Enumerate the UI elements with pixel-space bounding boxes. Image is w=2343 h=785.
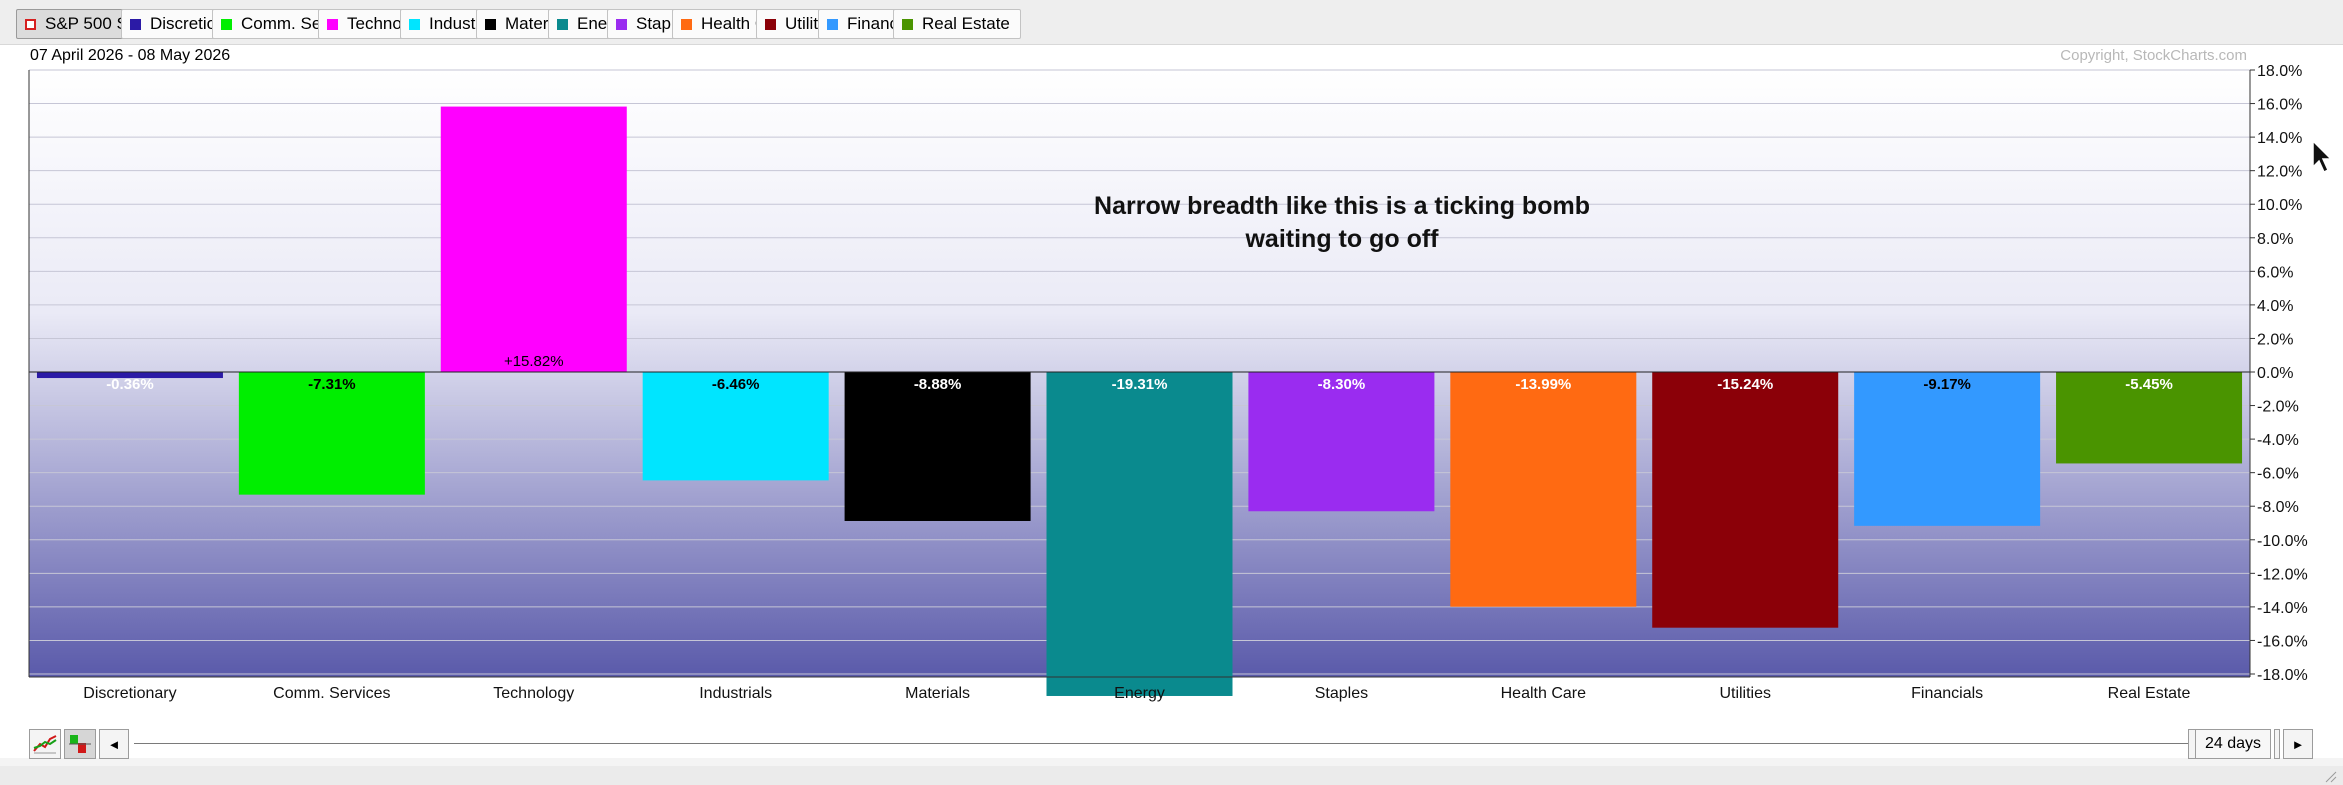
y-tick-label: 6.0% <box>2257 264 2293 281</box>
legend-swatch <box>409 18 420 30</box>
date-range-slider[interactable] <box>134 743 2192 744</box>
x-tick-label: Utilities <box>1719 685 1771 702</box>
y-tick-label: -12.0% <box>2257 566 2308 583</box>
bar-industrials[interactable] <box>642 372 829 481</box>
x-tick-label: Discretionary <box>83 685 176 702</box>
legend-swatch <box>557 18 568 30</box>
data-label: -0.36% <box>106 376 154 393</box>
x-tick-label: Financials <box>1911 685 1983 702</box>
y-tick-label: 0.0% <box>2257 365 2293 382</box>
y-tick-label: -10.0% <box>2257 533 2308 550</box>
bar-health-care[interactable] <box>1450 372 1637 607</box>
y-tick-label: 16.0% <box>2257 97 2302 114</box>
y-tick-label: 10.0% <box>2257 197 2302 214</box>
legend-swatch <box>902 18 913 30</box>
data-label: -19.31% <box>1112 376 1168 393</box>
status-strip <box>0 766 2343 785</box>
bar-real-estate[interactable] <box>2056 372 2243 464</box>
y-tick-label: 8.0% <box>2257 231 2293 248</box>
date-range: 07 April 2026 - 08 May 2026 <box>30 47 231 64</box>
legend-swatch <box>485 18 496 30</box>
data-label: -8.88% <box>914 376 962 393</box>
bar-comm-services[interactable] <box>238 372 425 495</box>
legend-swatch <box>327 18 338 30</box>
legend-swatch <box>827 18 838 30</box>
slider-right-handle[interactable] <box>2274 729 2280 759</box>
bar-discretionary[interactable] <box>36 372 223 379</box>
x-tick-label: Technology <box>493 685 574 702</box>
legend-swatch <box>130 18 141 30</box>
x-tick-label: Comm. Services <box>273 685 390 702</box>
x-tick-label: Materials <box>905 685 970 702</box>
bar-financials[interactable] <box>1854 372 2041 526</box>
chart-annotation: Narrow breadth like this is a ticking bo… <box>1094 192 1590 220</box>
chart-panel: 07 April 2026 - 08 May 2026 Copyright, S… <box>0 45 2343 758</box>
scroll-left-button[interactable]: ◄ <box>99 729 129 759</box>
legend-bar: S&P 500 SPDRs Discretionary Comm. Services… <box>0 0 2343 45</box>
y-tick-label: 2.0% <box>2257 331 2293 348</box>
legend-swatch <box>221 18 232 30</box>
legend-swatch <box>616 18 627 30</box>
chart-annotation: waiting to go off <box>1244 225 1439 253</box>
data-label: -5.45% <box>2125 376 2173 393</box>
data-label: -7.31% <box>308 376 356 393</box>
y-tick-label: 12.0% <box>2257 164 2302 181</box>
copyright-text: Copyright, StockCharts.com <box>2060 47 2247 64</box>
mouse-pointer-icon <box>2312 140 2333 174</box>
bar-energy[interactable] <box>1046 372 1233 696</box>
period-selector[interactable]: 24 days <box>2195 729 2271 759</box>
performance-bar-chart: 18.0% 16.0% 14.0% 12.0% 10.0% 8.0% 6.0% 4.0% 2.0… <box>28 63 2308 702</box>
data-label: +15.82% <box>504 353 564 370</box>
legend-swatch <box>681 18 692 30</box>
y-tick-label: -18.0% <box>2257 667 2308 684</box>
navigation-bar: ◄ 24 days ► <box>0 724 2343 764</box>
x-tick-label: Energy <box>1114 685 1165 702</box>
bar-staples[interactable] <box>1248 372 1435 512</box>
x-tick-label: Staples <box>1315 685 1368 702</box>
y-tick-label: -6.0% <box>2257 466 2299 483</box>
x-tick-label: Industrials <box>699 685 772 702</box>
y-tick-label: -16.0% <box>2257 633 2308 650</box>
data-label: -13.99% <box>1515 376 1571 393</box>
y-tick-label: -2.0% <box>2257 399 2299 416</box>
data-label: -6.46% <box>712 376 760 393</box>
data-label: -8.30% <box>1318 376 1366 393</box>
legend-swatch <box>25 18 36 30</box>
x-tick-label: Real Estate <box>2108 685 2191 702</box>
y-tick-label: 4.0% <box>2257 298 2293 315</box>
legend-swatch <box>765 18 776 30</box>
scroll-right-button[interactable]: ► <box>2283 729 2313 759</box>
line-chart-icon[interactable] <box>29 729 61 759</box>
bar-technology[interactable] <box>440 106 627 372</box>
y-tick-label: -8.0% <box>2257 499 2299 516</box>
resize-grip-icon[interactable] <box>2323 769 2337 783</box>
y-tick-label: 14.0% <box>2257 130 2302 147</box>
y-tick-label: -4.0% <box>2257 432 2299 449</box>
bar-utilities[interactable] <box>1652 372 1839 628</box>
data-label: -9.17% <box>1923 376 1971 393</box>
legend-label: Real Estate <box>922 14 1010 33</box>
y-tick-label: -14.0% <box>2257 600 2308 617</box>
bar-chart-icon[interactable] <box>64 729 96 759</box>
y-tick-label: 18.0% <box>2257 63 2302 80</box>
x-tick-label: Health Care <box>1501 685 1586 702</box>
data-label: -15.24% <box>1717 376 1773 393</box>
legend-item-real-estate[interactable]: Real Estate <box>893 9 1021 39</box>
bar-materials[interactable] <box>844 372 1031 521</box>
